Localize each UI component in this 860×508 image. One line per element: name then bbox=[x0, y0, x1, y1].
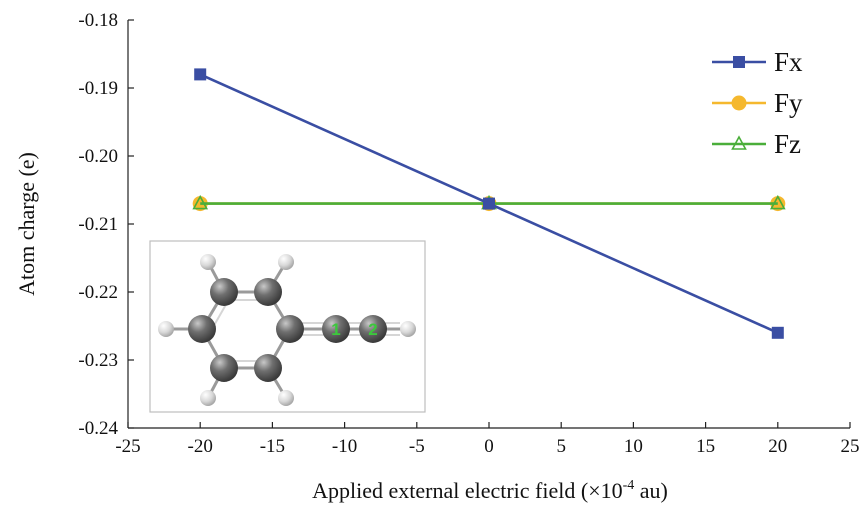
legend-marker bbox=[733, 56, 745, 68]
legend-marker bbox=[731, 135, 747, 150]
y-tick-label: -0.24 bbox=[78, 418, 118, 439]
y-tick-label: -0.20 bbox=[78, 146, 118, 167]
legend-label: Fx bbox=[774, 47, 803, 77]
x-tick-label: 20 bbox=[768, 436, 787, 457]
data-point-Fx bbox=[194, 68, 207, 81]
x-axis-title-sup: -4 bbox=[623, 478, 635, 493]
x-tick-label: -25 bbox=[115, 436, 140, 457]
atom-label-2: 2 bbox=[368, 320, 377, 339]
y-tick-label: -0.21 bbox=[78, 214, 118, 235]
atom-label-1: 1 bbox=[331, 320, 340, 339]
y-tick-label: -0.22 bbox=[78, 282, 118, 303]
x-tick-label: -20 bbox=[188, 436, 213, 457]
x-tick-label: -15 bbox=[260, 436, 285, 457]
x-axis-title-main: Applied external electric field (×10 bbox=[312, 478, 623, 503]
y-tick-label: -0.23 bbox=[78, 350, 118, 371]
x-tick-label: -5 bbox=[409, 436, 425, 457]
data-point-Fz bbox=[769, 194, 786, 210]
x-tick-label: 15 bbox=[696, 436, 715, 457]
x-tick-label: -10 bbox=[332, 436, 357, 457]
legend: Fx Fy Fz bbox=[712, 47, 803, 159]
data-point-Fx bbox=[771, 326, 784, 339]
legend-marker bbox=[731, 95, 747, 111]
series bbox=[192, 68, 786, 339]
y-tick-label: -0.18 bbox=[78, 10, 118, 31]
legend-item-Fz: Fz bbox=[712, 129, 801, 159]
legend-item-Fx: Fx bbox=[712, 47, 803, 77]
phenylacetylene-molecule-icon bbox=[158, 254, 416, 406]
y-axis-title: Atom charge (e) bbox=[14, 152, 39, 296]
legend-label: Fy bbox=[774, 88, 803, 118]
x-axis-title: Applied external electric field (×10-4 a… bbox=[312, 478, 668, 503]
molecule-inset: 1 2 bbox=[149, 240, 426, 413]
legend-item-Fy: Fy bbox=[712, 88, 803, 118]
x-tick-label: 10 bbox=[624, 436, 643, 457]
series-Fx bbox=[194, 68, 784, 339]
y-tick-label: -0.19 bbox=[78, 78, 118, 99]
x-axis-title-tail: au) bbox=[634, 478, 668, 503]
x-tick-label: 0 bbox=[484, 436, 494, 457]
x-tick-label: 25 bbox=[841, 436, 860, 457]
ticks: -25 -20 -15 -10 -5 0 5 10 15 20 25 -0.18 -0.19 -0.20 -… bbox=[78, 10, 859, 457]
data-point-Fz bbox=[192, 194, 209, 210]
x-tick-label: 5 bbox=[556, 436, 566, 457]
legend-label: Fz bbox=[774, 129, 801, 159]
data-point-Fx bbox=[483, 197, 495, 210]
